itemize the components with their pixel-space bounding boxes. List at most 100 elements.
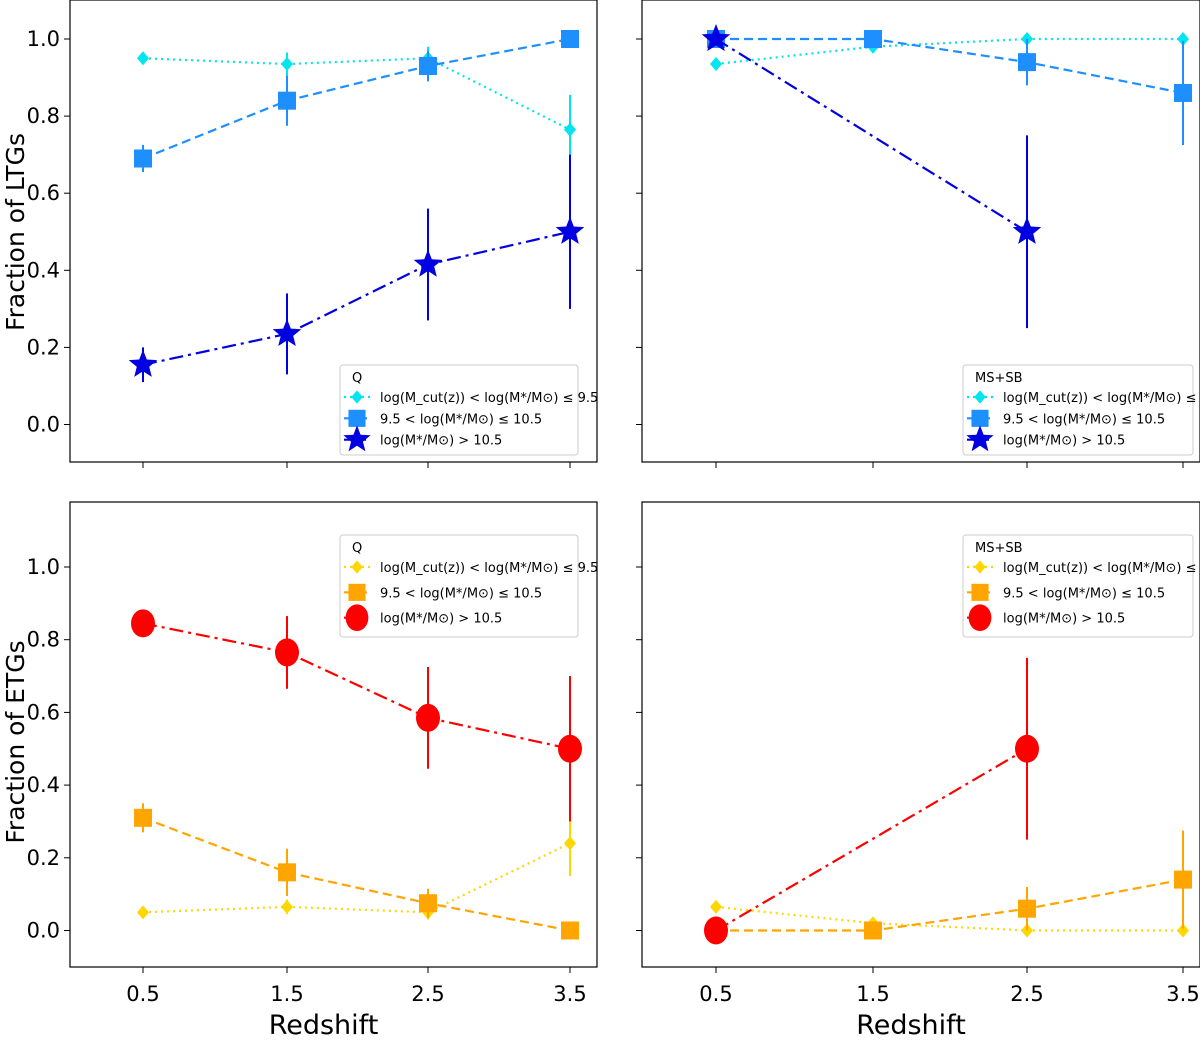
panel-bottom-left: 0.0 0.2 0.4 0.6 0.8 1.0 0.5 1.5 2.5 3.5 Fraction o… [1,501,598,1041]
legend-marker [974,390,986,404]
y-tick-label: 0.0 [27,919,60,943]
data-point [564,122,576,137]
legend: MS+SB log(M_cut(z)) < log(M*/M⊙) ≤ 9.5 9.5… [962,364,1200,456]
data-point [710,57,722,72]
series-line [142,230,571,366]
x-tick-label: 0.5 [126,982,159,1006]
series-star [128,154,585,383]
x-tick-label: 3.5 [553,982,586,1006]
axes-frame [641,501,1200,968]
data-point [128,349,158,377]
series-line [716,878,1184,932]
data-point [416,703,440,732]
panel-bottom-right: 0.5 1.5 2.5 3.5 Redshift MS+SB log(M_cut(z)) <… [636,501,1200,1041]
legend-marker [351,390,363,404]
y-tick-label: 0.0 [27,413,60,437]
data-point [419,56,437,75]
data-point [558,734,582,763]
legend-label: log(M*/M⊙) > 10.5 [380,434,502,449]
y-axis-label-etg: Fraction of ETGs [1,640,30,843]
data-point [131,609,155,638]
legend-marker [348,583,366,601]
y-tick-label: 0.6 [27,181,60,205]
data-point [134,149,152,168]
series-line [142,57,571,131]
legend-title: Q [352,371,362,386]
x-tick-label: 2.5 [1010,982,1043,1006]
series-line [142,622,571,750]
y-axis-label-ltg: Fraction of LTGs [1,133,30,331]
legend-marker [966,425,994,452]
series-star [701,24,1042,329]
x-tick-label: 2.5 [411,982,444,1006]
legend-marker [974,560,986,574]
data-point [710,899,722,914]
x-axis-label: Redshift [856,1010,966,1041]
legend-box [339,364,579,456]
series-diamond [710,32,1189,72]
axes-frame [641,0,1200,463]
data-point [278,863,296,882]
panel-top-right: MS+SB log(M_cut(z)) < log(M*/M⊙) ≤ 9.5 9.5… [636,0,1200,468]
y-tick-label: 0.4 [27,773,60,797]
series-line [142,37,571,160]
y-tick-label: 0.8 [27,628,60,652]
legend-title: MS+SB [975,371,1023,386]
series-square [707,830,1192,940]
data-point [1174,83,1192,102]
legend-title: Q [352,541,362,556]
data-point [704,916,728,945]
x-axis-label: Redshift [269,1010,379,1041]
series-line [715,38,1028,233]
legend-label: log(M*/M⊙) > 10.5 [1003,434,1125,449]
y-tick-label: 0.2 [27,846,60,870]
panel-top-left: 0.0 0.2 0.4 0.6 0.8 1.0 Fraction of LTGs Qlog(M… [1,0,598,468]
series-diamond [137,810,576,920]
legend-marker [971,583,989,601]
legend-label: 9.5 < log(M*/M⊙) ≤ 10.5 [1003,412,1165,427]
legend-box [339,534,579,638]
data-point [1177,32,1189,46]
data-point [864,921,882,940]
data-point [701,24,731,52]
y-tick-label: 0.8 [27,104,60,128]
series-diamond [137,46,576,165]
series-circle [131,609,582,822]
legend-box [962,364,1194,456]
data-point [281,899,293,914]
legend-label: log(M*/M⊙) > 10.5 [380,612,502,627]
series-line [716,37,1184,95]
legend-label: log(M_cut(z)) < log(M*/M⊙) ≤ 9.5 [1003,561,1200,576]
data-point [1174,870,1192,889]
data-point [419,894,437,913]
legend-label: log(M_cut(z)) < log(M*/M⊙) ≤ 9.5 [1003,391,1200,406]
legend: MS+SB log(M_cut(z)) < log(M*/M⊙) ≤ 9.5 9.5… [962,534,1200,638]
y-tick-label: 1.0 [27,27,60,51]
series-circle [704,657,1039,945]
data-point [281,57,293,72]
data-point [1177,923,1189,938]
data-point [555,216,585,244]
data-point [561,30,579,48]
data-point [137,51,149,66]
series-square [707,30,1192,146]
legend-label: log(M_cut(z)) < log(M*/M⊙) ≤ 9.5 [380,561,598,576]
y-tick-label: 0.4 [27,258,60,282]
data-point [1018,899,1036,918]
series-diamond [710,899,1189,938]
legend-marker [348,409,366,427]
y-tick-label: 0.6 [27,700,60,724]
data-point [561,921,579,940]
x-tick-label: 1.5 [270,982,303,1006]
x-tick-label: 1.5 [856,982,889,1006]
y-tick-label: 1.0 [27,555,60,579]
legend-label: log(M*/M⊙) > 10.5 [1003,612,1125,627]
data-point [278,91,296,110]
legend-marker [351,560,363,574]
legend-marker [345,604,369,631]
data-point [272,318,302,346]
legend-label: 9.5 < log(M*/M⊙) ≤ 10.5 [1003,586,1165,601]
